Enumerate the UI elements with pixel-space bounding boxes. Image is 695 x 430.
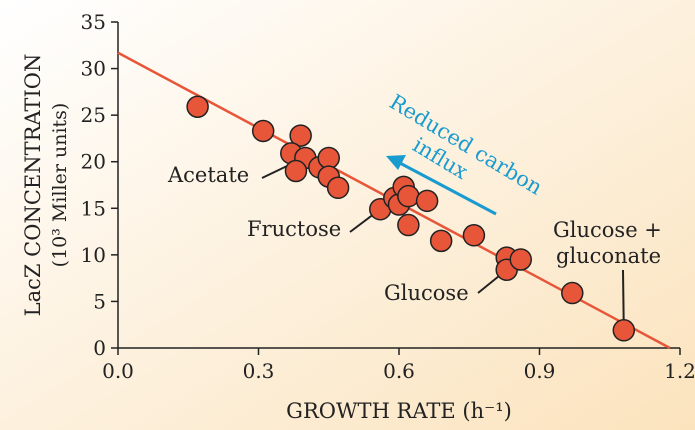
x-tick-label: 0.3 — [243, 359, 275, 383]
y-tick-label: 35 — [81, 10, 106, 34]
y-tick-label: 10 — [81, 243, 106, 267]
data-point — [317, 146, 340, 170]
annotation-glucose-gluconate-1: Glucose + — [553, 218, 662, 242]
reduced-carbon-arrow — [397, 160, 497, 216]
x-tick-label: 1.2 — [664, 359, 695, 383]
x-axis-label: GROWTH RATE (h⁻¹) — [286, 399, 512, 423]
data-point — [289, 124, 312, 147]
y-tick-label: 15 — [81, 196, 106, 220]
data-point — [397, 213, 420, 237]
data-point — [509, 248, 533, 271]
x-tick-label: 0.0 — [102, 359, 134, 383]
y-axis-label-units: (10³ Miller units) — [49, 103, 71, 268]
y-tick-label: 0 — [93, 336, 106, 360]
data-point — [284, 159, 308, 183]
y-tick-label: 5 — [93, 289, 106, 313]
x-tick-label: 0.9 — [524, 359, 556, 383]
y-tick-label: 30 — [81, 57, 106, 81]
data-point — [186, 95, 209, 119]
x-tick-label: 0.6 — [383, 359, 415, 383]
y-tick-label: 25 — [81, 103, 106, 127]
annotation-acetate: Acetate — [167, 163, 249, 187]
data-point — [251, 119, 275, 143]
data-point — [561, 281, 584, 305]
data-point — [397, 184, 420, 208]
data-point — [326, 176, 350, 200]
data-point — [415, 189, 439, 213]
y-axis-label: LacZ CONCENTRATION — [21, 54, 45, 317]
data-point — [612, 319, 636, 342]
y-tick-label: 20 — [81, 150, 106, 174]
annotation-fructose: Fructose — [247, 217, 341, 241]
annotation-glucose: Glucose — [384, 281, 469, 305]
data-point — [429, 229, 453, 253]
annotation-glucose-gluconate-2: gluconate — [556, 244, 661, 268]
arrow-head-icon — [386, 155, 406, 170]
data-point — [462, 224, 486, 247]
